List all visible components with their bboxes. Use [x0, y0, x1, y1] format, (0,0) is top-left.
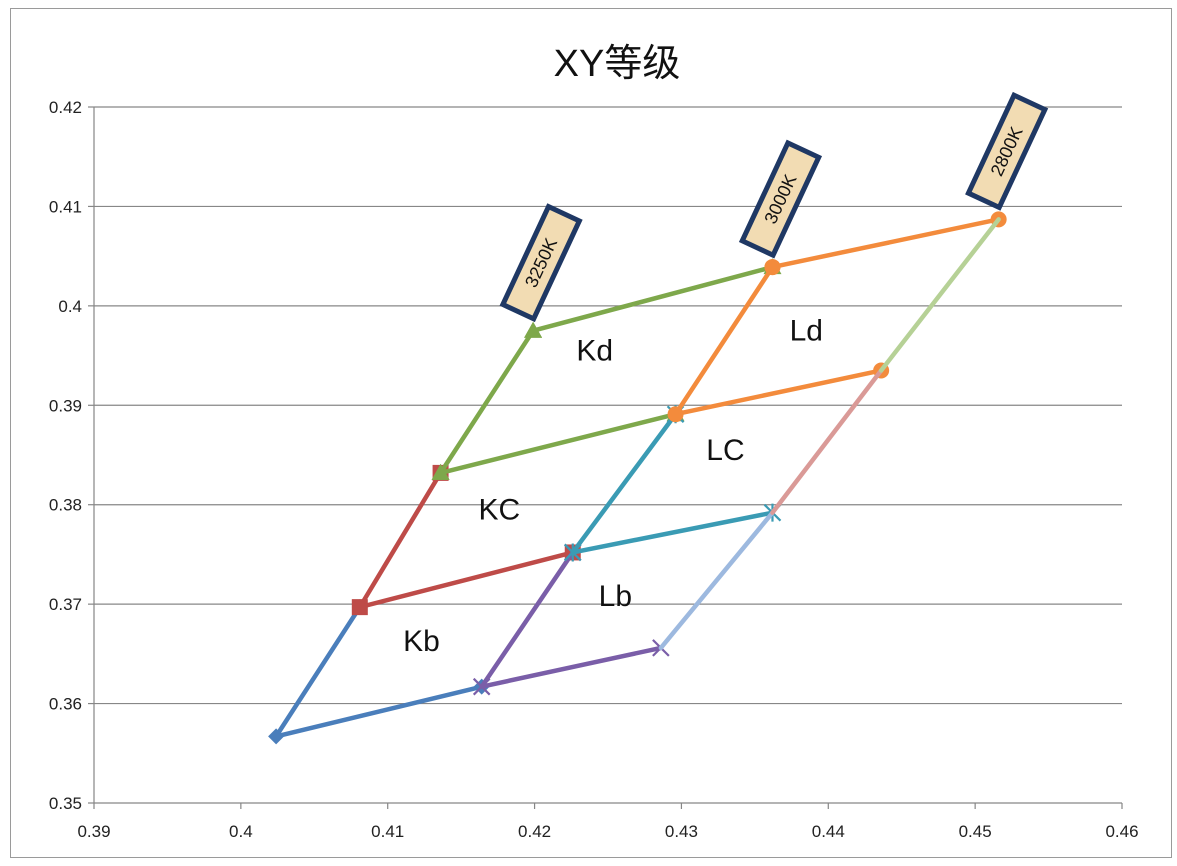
region-labels: Kd Ld LC KC Lb Kb [403, 315, 823, 658]
region-label: Kb [403, 625, 440, 658]
gridlines [94, 106, 1122, 804]
y-tick-label: 0.4 [58, 297, 82, 316]
series-6 [667, 259, 890, 423]
x-tick-label: 0.42 [518, 822, 551, 841]
chart-frame [10, 8, 1172, 858]
series-9 [770, 368, 884, 515]
data-point [764, 259, 781, 276]
cct-callout: 3000K [738, 139, 823, 259]
series-line [438, 328, 678, 476]
data-point [472, 677, 491, 696]
series-line [878, 217, 1001, 373]
region-label: KC [478, 494, 520, 527]
chart-title: XY等级 [554, 43, 681, 85]
series-8 [658, 510, 775, 651]
series-line [479, 550, 664, 689]
data-point [563, 543, 582, 562]
x-tick-label: 0.4 [229, 822, 253, 841]
y-tick-label: 0.37 [49, 595, 82, 614]
cct-box [738, 139, 823, 259]
cct-box [965, 91, 1049, 211]
series-line [770, 368, 884, 515]
series-3 [524, 258, 782, 338]
region-label: LC [706, 434, 744, 467]
series-line [770, 217, 1001, 270]
region-label: Lb [599, 580, 632, 613]
x-tick-label: 0.46 [1105, 822, 1138, 841]
y-tick-label: 0.38 [49, 496, 82, 515]
series-7 [764, 211, 1007, 276]
series-0 [268, 599, 490, 745]
x-tick-label: 0.45 [959, 822, 992, 841]
series-10 [878, 217, 1001, 373]
x-tick-label: 0.41 [371, 822, 404, 841]
y-tick-label: 0.35 [49, 794, 82, 813]
data-point [524, 321, 543, 338]
cct-callout: 2800K [965, 91, 1049, 211]
cct-box [499, 203, 583, 323]
series-5 [563, 405, 782, 562]
cct-callouts: 3250K 3000K 2800K [499, 91, 1049, 323]
data-point [268, 728, 285, 745]
series-line [357, 470, 576, 610]
data-point [351, 599, 368, 616]
series-line [530, 264, 775, 333]
data-point [431, 463, 450, 480]
x-tick-label: 0.39 [77, 822, 110, 841]
series-4 [472, 543, 670, 696]
y-tick-label: 0.39 [49, 396, 82, 415]
axes: 0.35 0.36 0.37 0.38 0.39 0.4 0.41 0.42 0.39 0.4 0.… [49, 98, 1139, 841]
y-tick-label: 0.42 [49, 98, 82, 117]
cct-callout: 3250K [499, 203, 583, 323]
region-label: Ld [790, 315, 823, 348]
series-line [658, 510, 775, 651]
x-tick-label: 0.44 [812, 822, 845, 841]
series-line [673, 264, 884, 417]
series-line [273, 604, 484, 739]
series-layer [268, 211, 1007, 745]
data-point [667, 406, 684, 423]
y-tick-label: 0.41 [49, 197, 82, 216]
x-tick-label: 0.43 [665, 822, 698, 841]
region-label: Kd [576, 335, 613, 368]
y-tick-label: 0.36 [49, 695, 82, 714]
